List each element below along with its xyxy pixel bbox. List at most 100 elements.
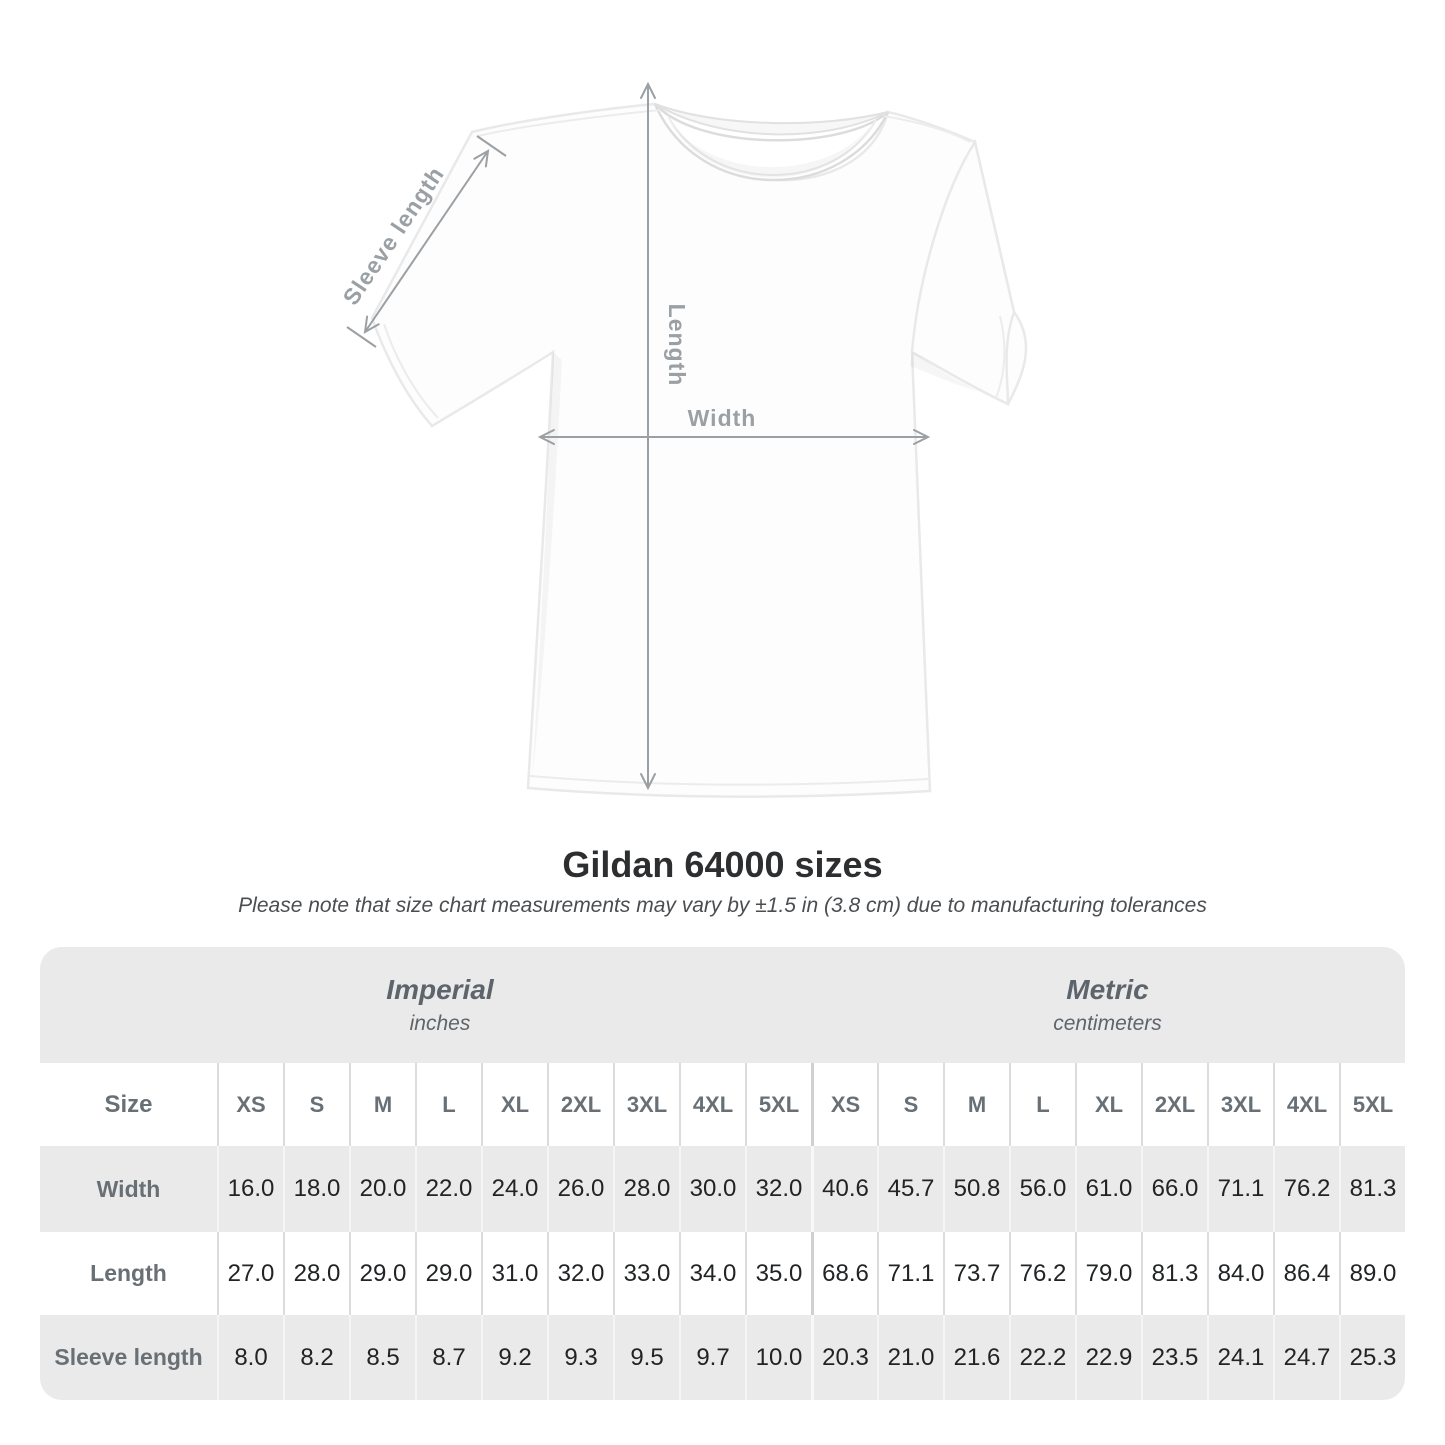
- length-imperial-4xl: 34.0: [679, 1232, 745, 1315]
- tshirt-left-shoulder-seam: [477, 109, 661, 137]
- length-row-label: Length: [90, 1260, 167, 1286]
- length-metric-5xl: 89.0: [1339, 1232, 1405, 1315]
- sleeve-metric-5xl: 25.3: [1339, 1315, 1405, 1400]
- width-row-label: Width: [96, 1175, 161, 1202]
- width-metric-xs: 40.6: [811, 1146, 877, 1232]
- metric-size-xl: XL: [1075, 1063, 1141, 1146]
- length-metric-m: 73.7: [943, 1232, 1009, 1315]
- imperial-header-group: Imperial inches: [40, 947, 810, 1063]
- length-metric-s: 71.1: [877, 1232, 943, 1315]
- sleeve-metric-xl: 22.9: [1075, 1315, 1141, 1400]
- length-metric-2xl: 81.3: [1141, 1232, 1207, 1315]
- sleeve-metric-s: 21.0: [877, 1315, 943, 1400]
- sleeve-tick-bottom: [346, 326, 377, 348]
- sleeve-arrowhead-top: [473, 149, 490, 168]
- width-imperial-4xl: 30.0: [679, 1146, 745, 1232]
- metric-subheader: centimeters: [1053, 1012, 1162, 1035]
- imperial-size-4xl: 4XL: [679, 1063, 745, 1146]
- width-imperial-5xl: 32.0: [745, 1146, 811, 1232]
- metric-size-5xl: 5XL: [1339, 1063, 1405, 1146]
- width-arrowhead-right: [913, 429, 931, 445]
- sleeve-metric-3xl: 24.1: [1207, 1315, 1273, 1400]
- length-imperial-5xl: 35.0: [745, 1232, 811, 1315]
- sleeve-imperial-xl: 9.2: [481, 1315, 547, 1400]
- unit-header-band: Imperial inches Metric centimeters: [40, 947, 1405, 1063]
- width-imperial-xl: 24.0: [481, 1146, 547, 1232]
- imperial-size-m: M: [349, 1063, 415, 1146]
- imperial-subheader: inches: [409, 1012, 471, 1035]
- sleeve-imperial-l: 8.7: [415, 1315, 481, 1400]
- width-imperial-xs: 16.0: [217, 1146, 283, 1232]
- length-imperial-2xl: 32.0: [547, 1232, 613, 1315]
- imperial-size-xl: XL: [481, 1063, 547, 1146]
- sleeve-metric-xs: 20.3: [811, 1315, 877, 1400]
- length-metric-xs: 68.6: [811, 1232, 877, 1315]
- sleeve-imperial-xs: 8.0: [217, 1315, 283, 1400]
- size-chart-table: Imperial inches Metric centimeters Size …: [40, 947, 1405, 1400]
- sleeve-arrowhead-bottom: [363, 315, 380, 334]
- tshirt-neck-seam: [667, 115, 877, 176]
- page-title: Gildan 64000 sizes: [562, 844, 883, 885]
- width-imperial-2xl: 26.0: [547, 1146, 613, 1232]
- width-metric-m: 50.8: [943, 1146, 1009, 1232]
- sleeve-imperial-s: 8.2: [283, 1315, 349, 1400]
- width-metric-3xl: 71.1: [1207, 1146, 1273, 1232]
- width-imperial-m: 20.0: [349, 1146, 415, 1232]
- length-metric-xl: 79.0: [1075, 1232, 1141, 1315]
- imperial-size-l: L: [415, 1063, 481, 1146]
- length-imperial-xs: 27.0: [217, 1232, 283, 1315]
- width-label: Width: [688, 405, 757, 431]
- imperial-size-5xl: 5XL: [745, 1063, 811, 1146]
- sleeve-imperial-2xl: 9.3: [547, 1315, 613, 1400]
- tshirt-body: [370, 102, 1028, 798]
- sleeve-metric-l: 22.2: [1009, 1315, 1075, 1400]
- imperial-header: Imperial: [386, 974, 494, 1005]
- tshirt-right-cuff-seam: [995, 315, 1006, 399]
- width-metric-xl: 61.0: [1075, 1146, 1141, 1232]
- width-arrowhead-left: [537, 429, 555, 445]
- imperial-size-s: S: [283, 1063, 349, 1146]
- width-metric-2xl: 66.0: [1141, 1146, 1207, 1232]
- imperial-size-2xl: 2XL: [547, 1063, 613, 1146]
- length-imperial-l: 29.0: [415, 1232, 481, 1315]
- tshirt-left-cuff-seam: [383, 323, 439, 419]
- imperial-size-xs: XS: [217, 1063, 283, 1146]
- width-imperial-s: 18.0: [283, 1146, 349, 1232]
- width-imperial-3xl: 28.0: [613, 1146, 679, 1232]
- metric-size-4xl: 4XL: [1273, 1063, 1339, 1146]
- tshirt-diagram-svg: Sleeve length Length Width: [337, 81, 1028, 798]
- sleeve-imperial-4xl: 9.7: [679, 1315, 745, 1400]
- tshirt-measurement-diagram: Sleeve length Length Width: [337, 81, 1028, 798]
- width-imperial-l: 22.0: [415, 1146, 481, 1232]
- metric-size-l: L: [1009, 1063, 1075, 1146]
- length-metric-4xl: 86.4: [1273, 1232, 1339, 1315]
- sleeve-imperial-3xl: 9.5: [613, 1315, 679, 1400]
- metric-size-2xl: 2XL: [1141, 1063, 1207, 1146]
- metric-header: Metric: [1066, 974, 1149, 1005]
- sleeve-metric-2xl: 23.5: [1141, 1315, 1207, 1400]
- sleeve-row-label: Sleeve length: [54, 1344, 203, 1370]
- metric-size-s: S: [877, 1063, 943, 1146]
- sleeve-length-row: Sleeve length 8.0 8.2 8.5 8.7 9.2 9.3 9.…: [40, 1315, 1405, 1400]
- width-dimension: Width: [537, 405, 931, 445]
- size-corner-label: Size: [104, 1090, 153, 1118]
- metric-size-xs: XS: [811, 1063, 877, 1146]
- tolerance-note: Please note that size chart measurements…: [238, 894, 1207, 917]
- size-header-row: Size XS S M L XL 2XL 3XL 4XL 5XL XS S M …: [40, 1063, 1405, 1146]
- metric-size-3xl: 3XL: [1207, 1063, 1273, 1146]
- sleeve-metric-4xl: 24.7: [1273, 1315, 1339, 1400]
- tshirt-hem-seam: [529, 775, 929, 786]
- width-metric-4xl: 76.2: [1273, 1146, 1339, 1232]
- sleeve-imperial-m: 8.5: [349, 1315, 415, 1400]
- metric-size-m: M: [943, 1063, 1009, 1146]
- width-metric-s: 45.7: [877, 1146, 943, 1232]
- tshirt-graphic: [370, 102, 1028, 798]
- width-metric-5xl: 81.3: [1339, 1146, 1405, 1232]
- metric-header-group: Metric centimeters: [810, 947, 1405, 1063]
- length-imperial-xl: 31.0: [481, 1232, 547, 1315]
- sleeve-arrow-line: [364, 150, 489, 333]
- length-metric-3xl: 84.0: [1207, 1232, 1273, 1315]
- length-label: Length: [664, 304, 690, 387]
- width-metric-l: 56.0: [1009, 1146, 1075, 1232]
- length-imperial-s: 28.0: [283, 1232, 349, 1315]
